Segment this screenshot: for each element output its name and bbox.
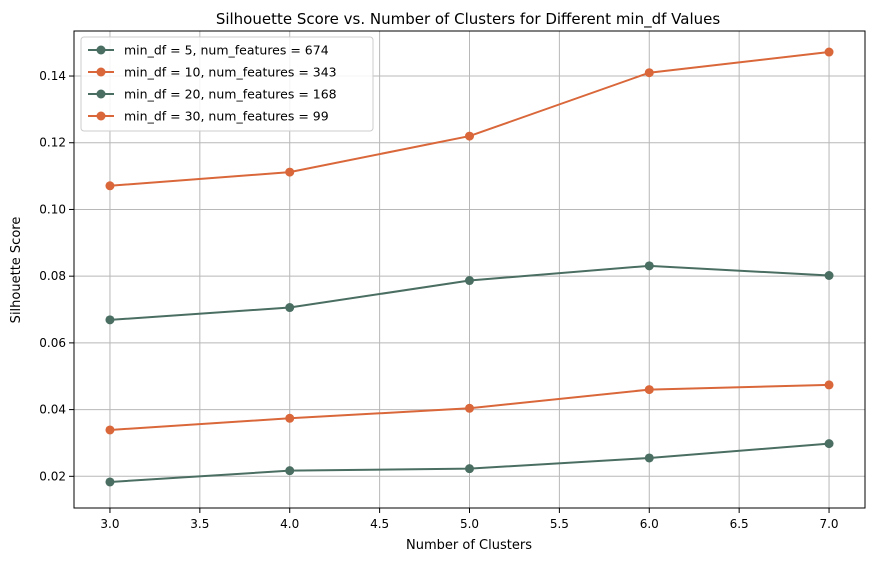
legend-box: [80, 36, 374, 132]
legend-label: min_df = 10, num_features = 343: [124, 65, 337, 80]
legend-marker: [96, 111, 106, 121]
data-point: [824, 380, 834, 390]
x-tick-label: 3.0: [100, 517, 119, 531]
legend-marker: [96, 89, 106, 99]
data-point: [285, 466, 295, 476]
data-point: [644, 261, 654, 271]
legend-item: min_df = 30, num_features = 99: [88, 109, 329, 124]
x-tick-label: 5.5: [550, 517, 569, 531]
legend-marker: [96, 67, 106, 77]
legend-label: min_df = 5, num_features = 674: [124, 43, 329, 58]
legend-label: min_df = 20, num_features = 168: [124, 87, 337, 102]
data-point: [285, 303, 295, 313]
data-point: [824, 47, 834, 57]
x-tick-label: 5.0: [460, 517, 479, 531]
y-tick-label: 0.08: [39, 269, 66, 283]
y-tick-label: 0.10: [39, 202, 66, 216]
plot-series: [105, 47, 834, 487]
data-point: [105, 315, 115, 325]
y-tick-label: 0.12: [39, 136, 66, 150]
y-tick-label: 0.02: [39, 469, 66, 483]
x-tick-label: 3.5: [190, 517, 209, 531]
data-point: [285, 413, 295, 423]
y-axis-ticks: 0.02 0.04 0.06 0.08 0.10 0.12 0.14: [39, 69, 74, 483]
data-point: [105, 181, 115, 191]
data-point: [285, 167, 295, 177]
chart-title: Silhouette Score vs. Number of Clusters …: [216, 10, 721, 29]
data-point: [465, 276, 474, 286]
data-point: [465, 464, 474, 474]
x-tick-label: 4.5: [370, 517, 389, 531]
x-axis-label: Number of Clusters: [406, 538, 532, 553]
data-point: [465, 131, 474, 141]
y-tick-label: 0.06: [39, 336, 66, 350]
legend-item: min_df = 20, num_features = 168: [88, 87, 337, 102]
series-1: [105, 439, 834, 487]
data-point: [465, 403, 474, 413]
x-tick-label: 7.0: [819, 517, 838, 531]
legend-label: min_df = 30, num_features = 99: [124, 109, 329, 124]
data-point: [644, 68, 654, 78]
y-tick-label: 0.14: [39, 69, 66, 83]
x-tick-label: 4.0: [280, 517, 299, 531]
x-tick-label: 6.5: [730, 517, 749, 531]
series-3: [105, 261, 834, 325]
data-point: [824, 439, 834, 449]
series-4: [105, 47, 834, 191]
y-axis-label: Silhouette Score: [9, 217, 24, 324]
legend-item: min_df = 5, num_features = 674: [88, 43, 329, 58]
data-point: [105, 425, 115, 435]
data-point: [824, 271, 834, 281]
legend: min_df = 5, num_features = 674 min_df = 1…: [80, 36, 374, 132]
x-tick-label: 6.0: [640, 517, 659, 531]
series-2: [105, 380, 834, 435]
legend-marker: [96, 45, 106, 55]
legend-item: min_df = 10, num_features = 343: [88, 65, 337, 80]
data-point: [644, 453, 654, 463]
data-point: [105, 477, 115, 487]
y-tick-label: 0.04: [39, 403, 66, 417]
data-point: [644, 385, 654, 395]
x-axis-ticks: 3.0 3.5 4.0 4.5 5.0 5.5 6.0 6.5 7.0: [100, 508, 839, 531]
